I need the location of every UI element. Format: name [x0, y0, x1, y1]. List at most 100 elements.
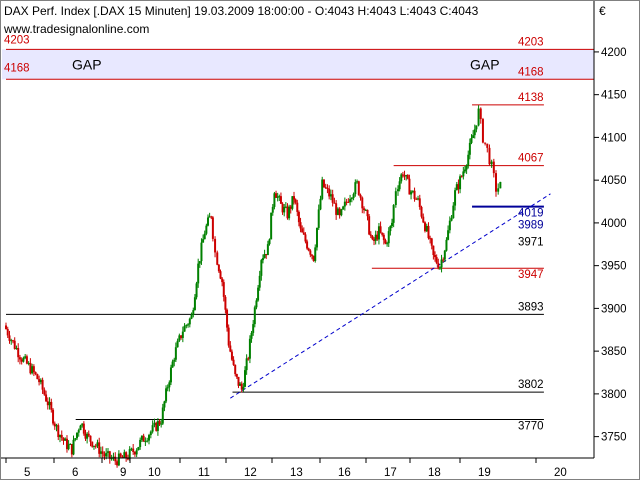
candle-body — [89, 435, 92, 442]
candle-body — [382, 234, 385, 241]
candle-body — [59, 434, 62, 438]
candle-body — [349, 199, 352, 203]
candle-body — [165, 388, 168, 402]
candle-body — [270, 212, 273, 240]
candle-body — [405, 174, 408, 177]
candle-body — [470, 138, 473, 143]
x-tick-label: 19 — [478, 467, 491, 479]
candle-body — [288, 206, 291, 219]
candle-body — [333, 202, 336, 204]
candle-body — [294, 199, 297, 203]
candle-body — [123, 452, 126, 458]
x-tick-label: 11 — [198, 467, 210, 479]
candle-body — [106, 451, 109, 453]
candle-body — [176, 340, 179, 348]
candle-body — [65, 438, 68, 450]
candle-body — [376, 234, 379, 240]
candle-body — [427, 225, 430, 239]
level-label-4168-left: 4168 — [4, 62, 30, 74]
candle-body — [281, 203, 284, 213]
level-label-3893: 3893 — [518, 301, 544, 313]
candle-body — [490, 161, 493, 165]
candle-body — [455, 184, 458, 191]
candle-body — [151, 425, 154, 432]
candle-body — [166, 387, 169, 389]
candle-body — [195, 283, 198, 298]
candle-body — [64, 438, 67, 441]
candle-body — [479, 108, 482, 120]
candle-body — [486, 143, 489, 148]
candle-body — [137, 447, 140, 451]
candle-body — [226, 309, 229, 328]
candle-body — [219, 271, 222, 279]
background-layer — [2, 49, 594, 80]
candle-body — [434, 255, 437, 258]
x-tick-label: 6 — [72, 467, 78, 479]
candle-body — [335, 203, 338, 215]
candle-body — [235, 374, 238, 377]
candle-body — [454, 190, 457, 206]
candle-body — [389, 225, 392, 232]
candle-body — [130, 448, 133, 450]
candle-body — [168, 382, 171, 388]
candle-body — [284, 206, 287, 208]
candle-body — [352, 194, 355, 199]
candle-body — [384, 240, 387, 244]
candle-body — [248, 338, 251, 359]
level-label-3802: 3802 — [518, 379, 544, 391]
candle-body — [276, 196, 279, 198]
candle-body — [286, 206, 289, 219]
candle-body — [22, 357, 25, 362]
candle-body — [361, 197, 364, 209]
candle-body — [345, 201, 348, 203]
candle-body — [67, 444, 70, 450]
candle-body — [363, 208, 366, 211]
candle-body — [445, 239, 448, 251]
candle-body — [48, 401, 51, 406]
candle-body — [230, 351, 233, 360]
candle-body — [149, 431, 152, 436]
candle-body — [96, 442, 99, 446]
candle-body — [364, 209, 367, 211]
candle-body — [424, 222, 427, 232]
candle-body — [32, 366, 35, 373]
candle-body — [116, 461, 119, 466]
candle-body — [87, 433, 90, 436]
candle-body — [15, 348, 18, 350]
candle-body — [43, 389, 46, 395]
chart-title: DAX Perf. Index [.DAX 15 Minuten] 19.03.… — [4, 4, 479, 18]
candle-body — [373, 239, 376, 241]
candle-body — [38, 379, 41, 383]
candle-body — [128, 449, 131, 459]
candle-body — [304, 234, 307, 242]
candle-body — [371, 235, 374, 240]
candle-body — [296, 202, 299, 212]
candle-body — [312, 255, 315, 261]
candle-body — [119, 453, 122, 457]
candle-body — [268, 239, 271, 245]
x-tick-label: 16 — [338, 467, 351, 479]
candle-body — [25, 356, 28, 364]
candle-body — [45, 394, 48, 402]
candle-body — [133, 451, 136, 455]
x-tick-label: 20 — [554, 467, 567, 479]
candle-body — [39, 379, 42, 383]
candle-body — [126, 458, 129, 460]
candle-body — [499, 181, 502, 189]
candle-body — [108, 451, 111, 459]
candle-body — [197, 263, 200, 284]
x-tick-label: 9 — [120, 467, 126, 479]
candle-body — [140, 435, 143, 440]
candle-body — [400, 174, 403, 182]
candle-body — [10, 340, 13, 342]
candle-body — [293, 196, 296, 200]
candle-body — [163, 401, 166, 408]
candle-body — [377, 226, 380, 240]
candle-body — [101, 451, 104, 454]
candle-body — [338, 208, 341, 216]
x-tick-label: 12 — [244, 467, 257, 479]
candle-body — [171, 361, 174, 368]
candle-body — [448, 220, 451, 231]
candle-body — [410, 191, 413, 195]
candle-body — [417, 198, 420, 200]
